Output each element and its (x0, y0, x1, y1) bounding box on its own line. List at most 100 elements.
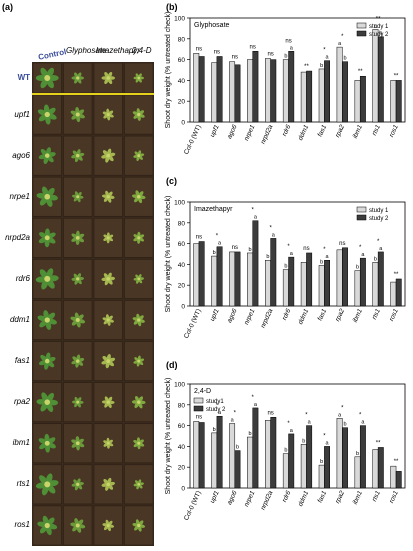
bar (359, 257, 366, 307)
significance-marker: ** (376, 16, 381, 22)
significance-marker: * (252, 395, 255, 401)
significance-letter: a (290, 428, 294, 434)
plant-leaf (107, 320, 111, 326)
significance-letter: a (374, 23, 378, 29)
significance-letter: b (320, 259, 323, 265)
category-label: rdr6 (281, 490, 292, 504)
plant-leaf (138, 358, 145, 362)
plot-frame (189, 383, 406, 489)
bar (265, 58, 271, 123)
significance-letter: b (320, 63, 323, 69)
y-tick-label: 20 (178, 99, 186, 106)
photo-row-label: fas1 (14, 356, 30, 366)
category-label: rpa2 (334, 124, 346, 139)
category-label: rdr6 (281, 124, 292, 138)
legend-label: study 1 (369, 24, 389, 30)
plant-leaf (108, 357, 116, 362)
photo-column-header: Control (37, 47, 68, 62)
bar (288, 51, 295, 123)
legend-label: study 2 (206, 407, 226, 413)
plant-center (44, 153, 50, 158)
bar (282, 59, 289, 123)
significance-marker: ns (232, 245, 238, 251)
bar (216, 56, 223, 123)
plant-leaf (105, 190, 109, 197)
chart-title: 2,4-D (194, 388, 211, 395)
plant-center (76, 482, 80, 486)
bar (372, 262, 379, 307)
chart-title: Glyphosate (194, 22, 230, 29)
bar (234, 251, 241, 307)
y-tick-label: 80 (178, 220, 186, 227)
plant-center (76, 76, 80, 80)
category-label: upf1 (209, 490, 221, 505)
y-tick-label: 0 (181, 120, 185, 127)
bar (377, 36, 384, 123)
photo-column-header: Imazethapyr (96, 46, 141, 55)
significance-marker: * (216, 234, 219, 240)
significance-letter: a (272, 232, 276, 238)
bar (234, 450, 241, 489)
bar (229, 61, 236, 123)
y-tick-label: 100 (174, 16, 185, 23)
significance-marker: ns (196, 46, 202, 52)
plot-frame (189, 201, 406, 307)
plant-center (106, 318, 110, 322)
photo-row-label: rts1 (16, 479, 30, 489)
significance-letter: a (218, 410, 222, 416)
legend-swatch (356, 206, 367, 213)
plant-leaf (45, 525, 52, 536)
legend-swatch (356, 22, 367, 29)
bar (300, 71, 307, 123)
category-label: ago6 (226, 124, 239, 140)
plant-leaf (136, 361, 140, 367)
y-tick-label: 60 (178, 241, 186, 248)
photo-row-label: rpa2 (13, 397, 30, 407)
significance-letter: b (343, 422, 346, 428)
photo-column-header: Glyphosate (66, 46, 107, 55)
legend-swatch (356, 30, 367, 37)
bar (300, 444, 307, 489)
bar (247, 252, 253, 307)
pot (63, 341, 93, 381)
significance-marker: ** (376, 440, 381, 446)
plant-center (137, 76, 141, 80)
significance-letter: b (236, 445, 239, 451)
bar (342, 61, 348, 123)
bar (377, 447, 384, 489)
bar (211, 432, 218, 489)
significance-marker: * (252, 208, 255, 214)
significance-letter: a (254, 215, 258, 221)
plant-leaf (137, 525, 142, 532)
significance-letter: a (218, 241, 222, 247)
photo-row-label: upf1 (14, 109, 30, 119)
bar (342, 427, 348, 489)
bar (216, 246, 223, 307)
photo-row-label: ddm1 (9, 315, 30, 324)
photo-column-header: 2,4-D (132, 46, 152, 55)
category-label: ddm1 (297, 308, 310, 326)
category-label: Col-0 (WT) (183, 308, 203, 340)
plant-center (75, 318, 80, 322)
plant-center (44, 481, 51, 488)
bar (390, 465, 397, 489)
category-label: nrpd2a (260, 490, 275, 512)
significance-marker: ns (267, 52, 273, 58)
plant-center (136, 194, 141, 199)
category-label: nrpe1 (243, 308, 257, 326)
significance-letter: b (320, 459, 323, 465)
plant-leaf (75, 361, 79, 368)
category-label: ddm1 (297, 490, 310, 508)
plant-leaf (108, 152, 116, 157)
plant-center (44, 235, 50, 241)
plant-center (75, 523, 80, 528)
significance-marker: ns (232, 55, 238, 61)
category-label: ros1 (388, 308, 400, 323)
category-label: rdr6 (281, 308, 292, 322)
plant-center (106, 112, 110, 117)
plant-center (106, 441, 110, 445)
plant-photo-drawing (32, 62, 154, 546)
significance-marker: * (269, 225, 272, 231)
